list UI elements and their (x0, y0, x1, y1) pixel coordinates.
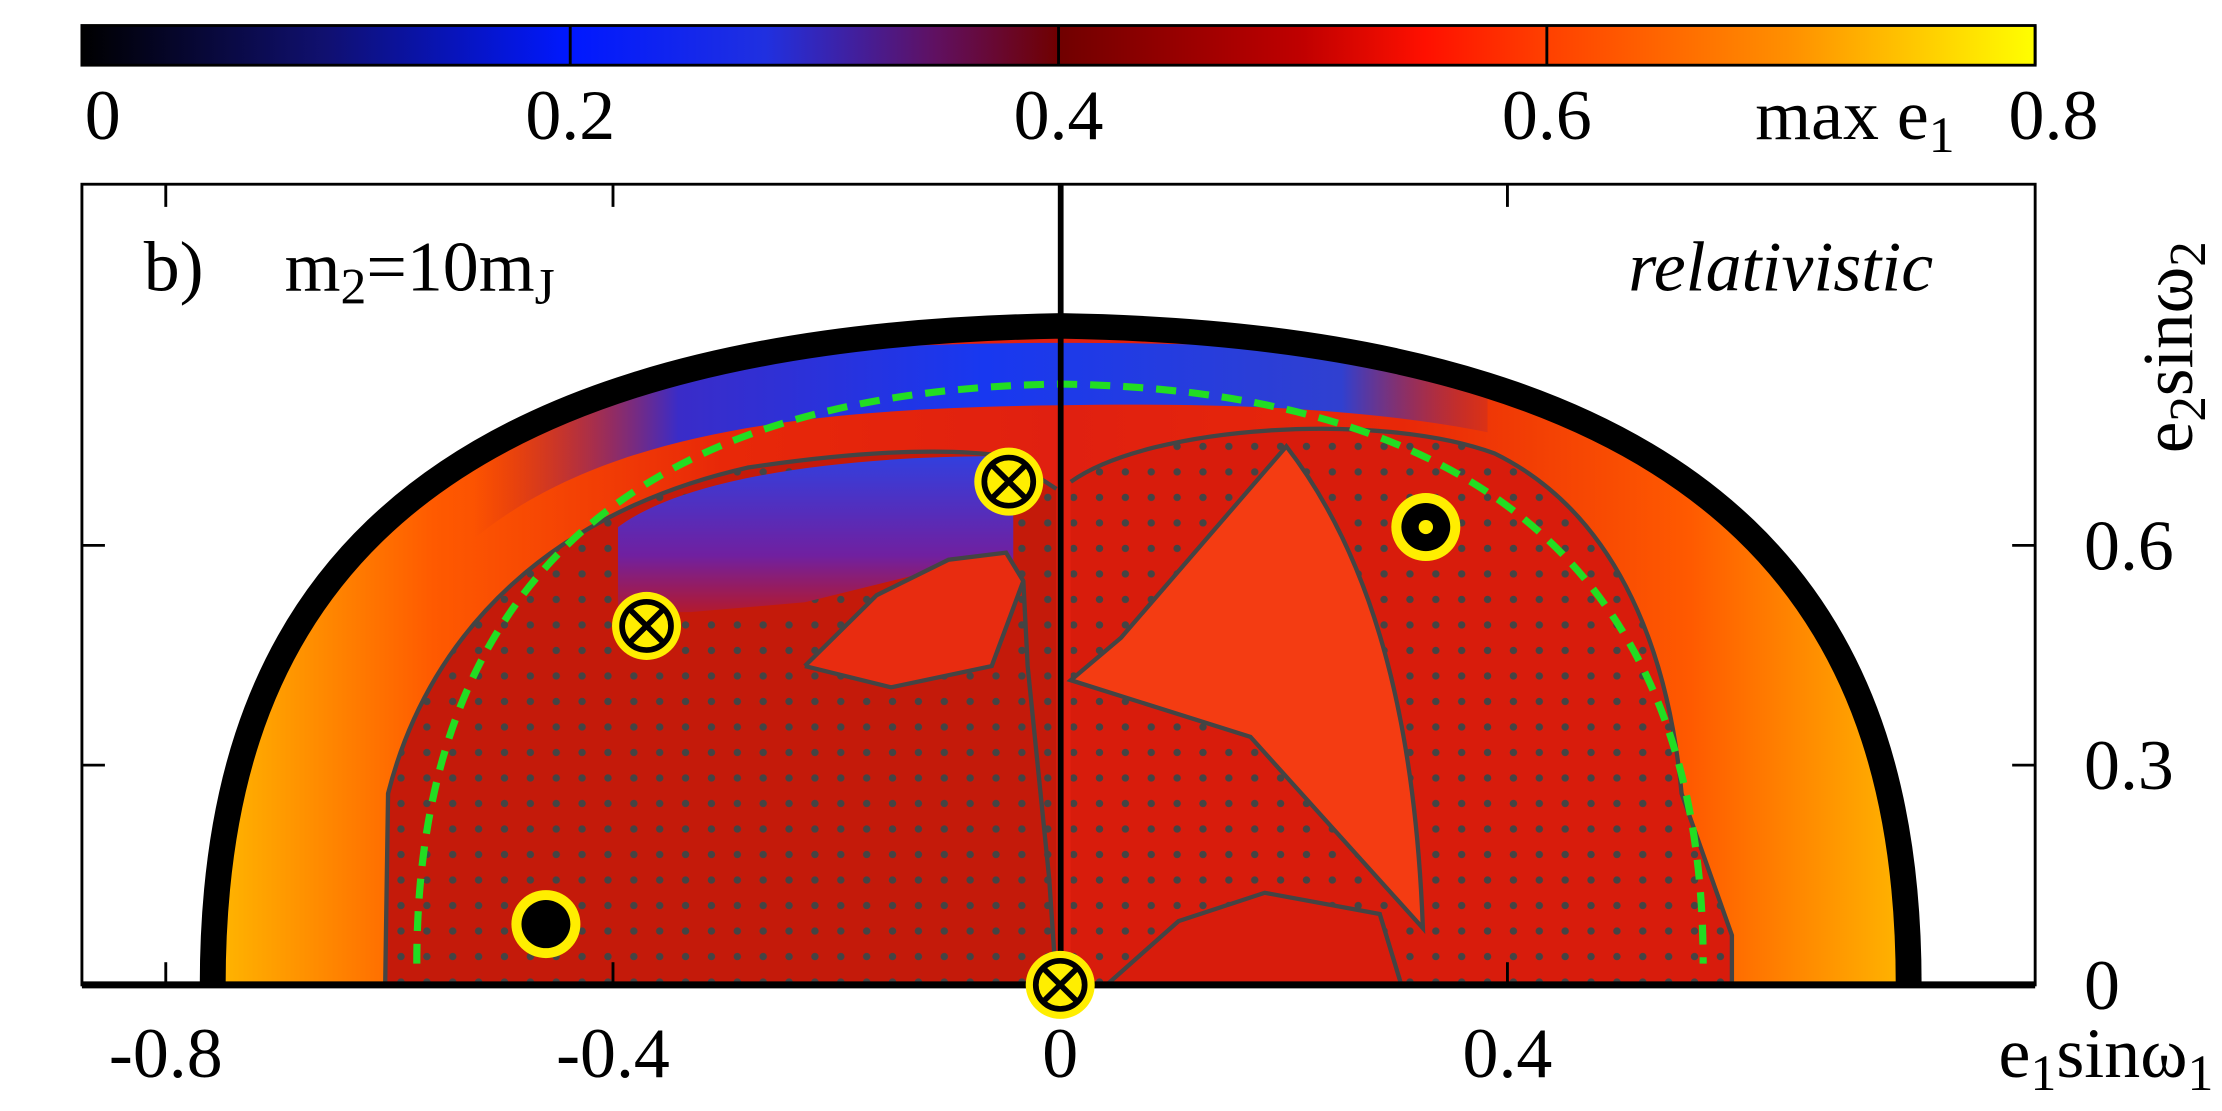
marker (974, 447, 1044, 516)
marker (1025, 950, 1095, 1019)
label-part: e (2128, 422, 2208, 453)
label-part: J (535, 258, 555, 315)
marker (612, 591, 682, 660)
label-part: sinω (2128, 267, 2208, 396)
x-tick-label: 0.4 (1463, 1014, 1553, 1092)
y-tick-label: 0 (2084, 946, 2120, 1024)
colorbar-tick-label: 0 (85, 76, 121, 154)
label-part: 2 (340, 258, 366, 315)
panel-label: b) (144, 228, 204, 306)
x-axis-label: e1sinω1 (1999, 1014, 2214, 1101)
label-part: max e (1755, 76, 1929, 154)
annotation: m2=10mJ (285, 228, 555, 315)
label-part: m (285, 228, 341, 306)
colorbar-tick-label: 0.4 (1014, 76, 1104, 154)
label-part: 1 (2030, 1045, 2056, 1102)
heatmap (199, 184, 1922, 985)
x-tick-label: -0.4 (556, 1014, 670, 1092)
label-part: sinω (2056, 1014, 2187, 1092)
x-tick-label: 0 (1042, 1014, 1078, 1092)
marker (511, 890, 581, 959)
x-tick-label: -0.8 (109, 1014, 223, 1092)
label-part: 1 (1929, 107, 1955, 164)
colorbar-tick-label: 0.2 (525, 76, 615, 154)
y-tick-label: 0.6 (2084, 507, 2174, 585)
corner-label: relativistic (1628, 228, 1933, 306)
label-part: =10m (366, 228, 534, 306)
y-axis-label: e2sinω2 (2128, 241, 2216, 453)
marker (1391, 493, 1461, 562)
colorbar-tick-label: 0.6 (1502, 76, 1592, 154)
label-part: 1 (2188, 1045, 2214, 1102)
label-part: e (1999, 1014, 2031, 1092)
label-part: 2 (2159, 241, 2216, 267)
y-tick-label: 0.3 (2084, 727, 2174, 805)
colorbar-label: max e1 (1755, 76, 1954, 163)
colorbar-tick-label: 0.8 (2009, 76, 2099, 154)
label-part: 2 (2159, 396, 2216, 422)
